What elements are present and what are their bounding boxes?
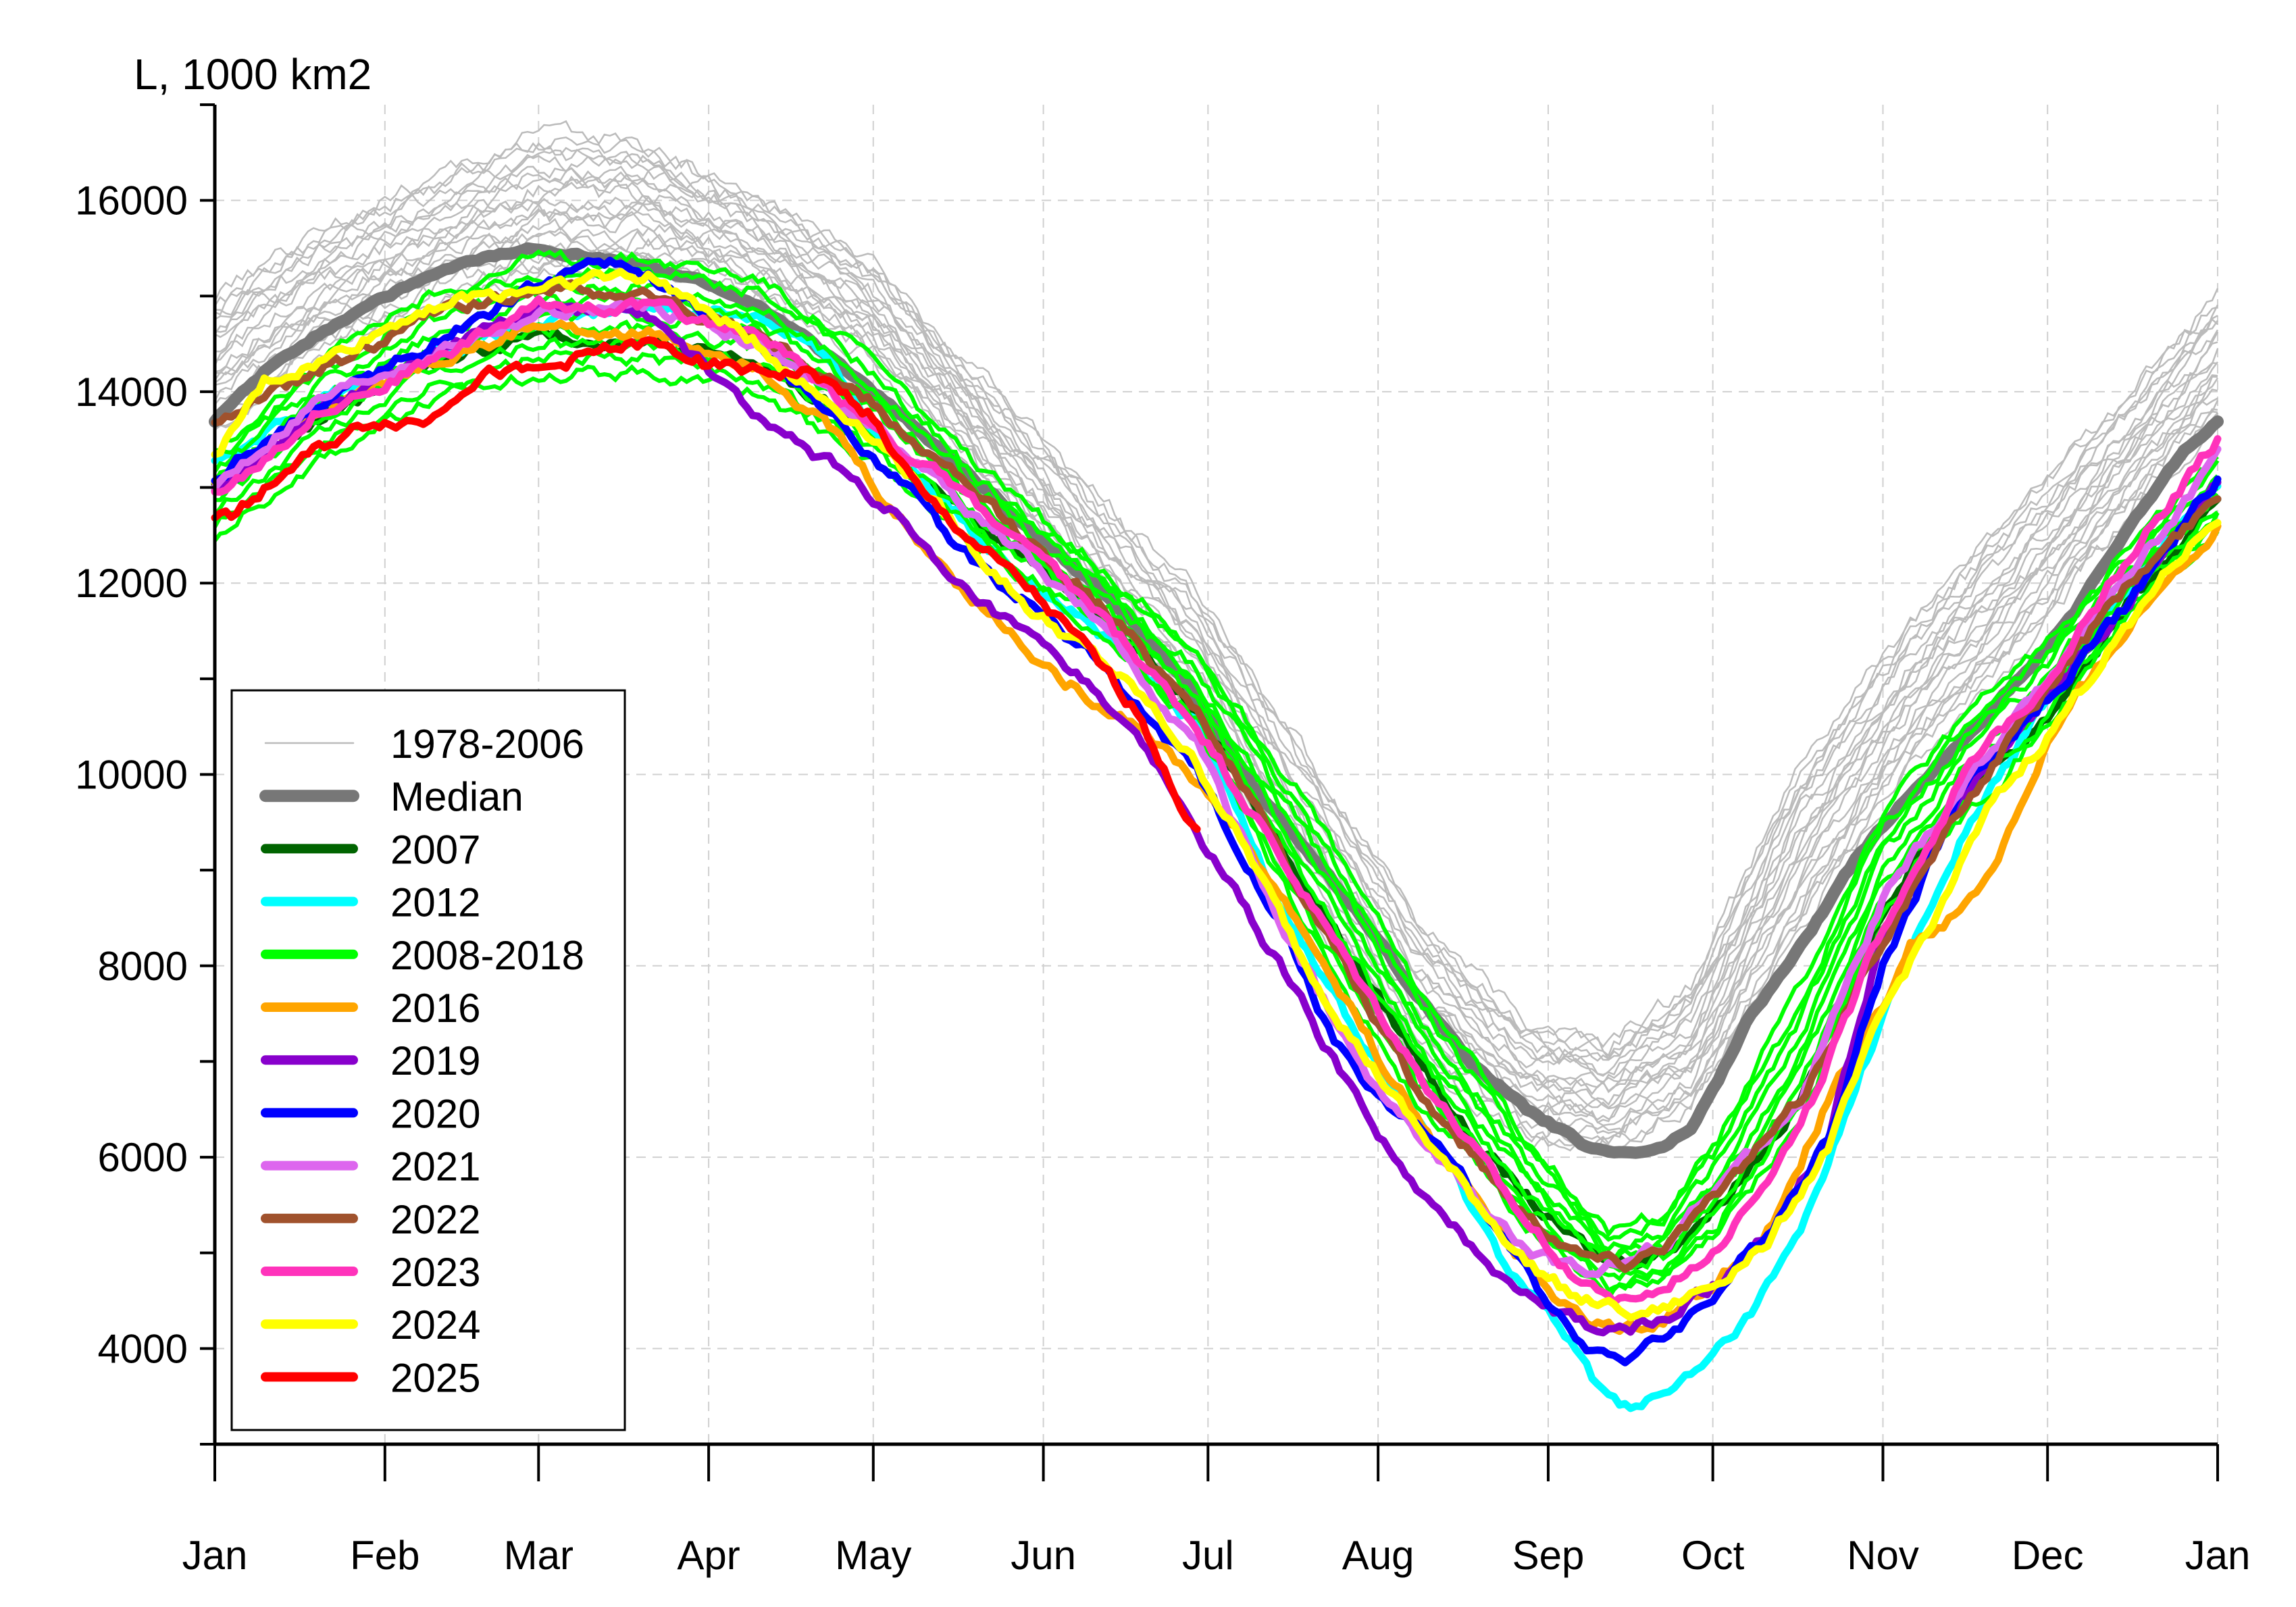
legend-label: 2023 (390, 1250, 480, 1295)
x-tick-label: Mar (504, 1533, 573, 1578)
historical-line (214, 142, 2219, 1061)
y-axis-title: L, 1000 km2 (134, 50, 372, 99)
historical-line (213, 167, 2219, 1077)
historical-line (214, 149, 2218, 1062)
x-tick-label: Apr (677, 1533, 740, 1578)
legend-label: 2022 (390, 1197, 480, 1242)
legend: 1978-2006 Median 2007 2012 2008-2018 2016 2019… (230, 689, 626, 1431)
axes: 4000 6000 8000 10000 12000 14000 16000 Jan Feb Ma… (75, 103, 2251, 1578)
x-tick-label: Aug (1342, 1533, 1414, 1578)
legend-label: 2024 (390, 1302, 480, 1348)
series-2008-2018-line (213, 303, 2220, 1266)
x-tick-label: Jun (1011, 1533, 1076, 1578)
series-2008-2018-line (214, 249, 2219, 1238)
historical-line (214, 209, 2218, 1113)
legend-label: 1978-2006 (390, 721, 584, 767)
legend-label: 2012 (390, 880, 480, 925)
x-tick-label: Oct (1681, 1533, 1745, 1578)
y-tick-label: 4000 (98, 1326, 188, 1371)
x-tick-label: Dec (2012, 1533, 2084, 1578)
series-2008-2018-line (215, 320, 2219, 1273)
series-lines (209, 242, 2224, 1412)
legend-label: 2019 (390, 1038, 480, 1083)
historical-line (214, 165, 2218, 1076)
legend-label: 2020 (390, 1091, 480, 1136)
y-tick-label: 14000 (75, 369, 188, 415)
x-tick-label: Sep (1512, 1533, 1585, 1578)
series-line-2022 (211, 279, 2222, 1273)
x-tick-label: Nov (1847, 1533, 1919, 1578)
x-tick-label: Jan (182, 1533, 248, 1578)
x-tick-label: Feb (350, 1533, 419, 1578)
legend-label: 2021 (390, 1144, 480, 1190)
y-tick-label: 12000 (75, 561, 188, 606)
y-tick-label: 10000 (75, 753, 188, 798)
series-line-2023 (211, 295, 2222, 1306)
historical-line (213, 120, 2219, 1048)
y-tick-label: 6000 (98, 1135, 188, 1180)
legend-label: Median (390, 774, 524, 819)
y-tick-label: 8000 (98, 944, 188, 989)
y-tick-label: 16000 (75, 178, 188, 224)
legend-label: 2008-2018 (390, 933, 584, 978)
legend-label: 2016 (390, 986, 480, 1031)
x-tick-label: May (835, 1533, 911, 1578)
legend-label: 2025 (390, 1355, 480, 1400)
legend-label: 2007 (390, 827, 480, 872)
x-tick-label: Jul (1182, 1533, 1234, 1578)
historical-line (213, 136, 2218, 1057)
series-line-2025 (211, 336, 1201, 833)
x-tick-label: Jan (2185, 1533, 2251, 1578)
series-line-2024 (211, 267, 2222, 1322)
